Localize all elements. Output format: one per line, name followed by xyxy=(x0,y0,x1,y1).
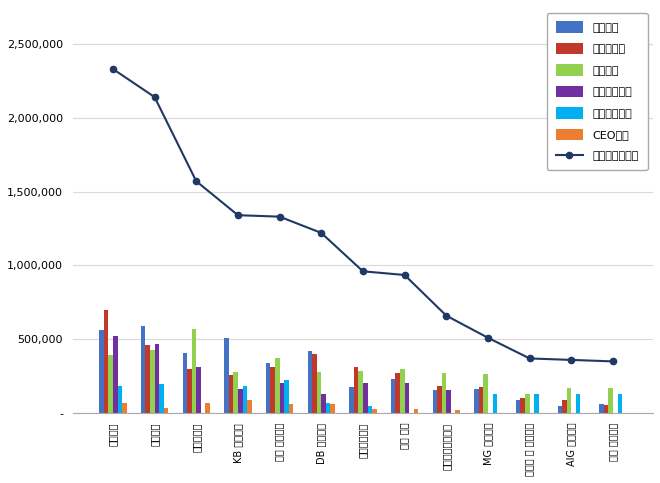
Bar xyxy=(516,400,521,413)
Bar xyxy=(205,403,210,413)
Bar xyxy=(104,310,108,413)
브랜드평판지수 xyxy=(609,358,617,364)
Bar xyxy=(122,403,127,413)
Bar xyxy=(150,350,154,413)
Bar xyxy=(164,408,168,413)
Bar xyxy=(478,387,483,413)
Bar xyxy=(525,394,529,413)
브랜드평판지수 xyxy=(109,66,117,72)
브랜드평판지수 xyxy=(276,214,284,220)
Bar xyxy=(446,390,451,413)
Bar xyxy=(312,354,317,413)
Bar xyxy=(317,372,321,413)
Bar xyxy=(117,386,122,413)
Bar xyxy=(321,394,326,413)
Bar xyxy=(618,394,622,413)
Bar xyxy=(534,394,539,413)
Bar xyxy=(242,386,247,413)
Bar xyxy=(609,388,613,413)
Bar xyxy=(159,384,164,413)
Bar xyxy=(567,388,572,413)
브랜드평판지수 xyxy=(525,355,533,361)
Bar xyxy=(455,410,460,413)
Bar xyxy=(224,338,229,413)
Bar xyxy=(562,400,567,413)
Bar xyxy=(99,330,104,413)
Bar xyxy=(183,353,187,413)
Bar xyxy=(289,404,293,413)
Line: 브랜드평판지수: 브랜드평판지수 xyxy=(110,66,616,365)
Bar xyxy=(247,400,251,413)
Bar xyxy=(474,389,478,413)
Bar xyxy=(391,379,395,413)
Bar xyxy=(483,374,488,413)
Bar xyxy=(187,369,191,413)
Bar xyxy=(331,404,335,413)
Bar xyxy=(395,373,400,413)
Bar xyxy=(400,369,405,413)
브랜드평판지수 xyxy=(192,178,200,184)
Bar xyxy=(141,326,145,413)
Bar xyxy=(234,372,238,413)
Legend: 참여지수, 미디어지수, 소통지수, 커뮤니티지수, 사회공헌지수, CEO지수, 브랜드평판지수: 참여지수, 미디어지수, 소통지수, 커뮤니티지수, 사회공헌지수, CEO지수… xyxy=(546,13,647,170)
Bar xyxy=(113,336,117,413)
Bar xyxy=(284,380,289,413)
Bar xyxy=(354,367,358,413)
Bar xyxy=(229,375,234,413)
브랜드평판지수 xyxy=(568,357,576,363)
Bar xyxy=(414,409,418,413)
브랜드평판지수 xyxy=(442,313,450,318)
Bar xyxy=(492,394,497,413)
브랜드평판지수 xyxy=(401,272,409,278)
Bar xyxy=(358,371,363,413)
Bar xyxy=(196,367,201,413)
Bar xyxy=(576,394,580,413)
Bar xyxy=(108,355,113,413)
브랜드평판지수 xyxy=(234,213,242,218)
Bar xyxy=(280,383,284,413)
브랜드평판지수 xyxy=(317,230,325,236)
Bar xyxy=(363,383,368,413)
브랜드평판지수 xyxy=(359,269,367,274)
Bar xyxy=(266,363,271,413)
Bar xyxy=(326,403,331,413)
Bar xyxy=(191,329,196,413)
브랜드평판지수 xyxy=(484,335,492,341)
Bar xyxy=(442,373,446,413)
Bar xyxy=(154,344,159,413)
Bar xyxy=(368,406,372,413)
Bar xyxy=(372,409,377,413)
Bar xyxy=(432,390,437,413)
Bar xyxy=(145,345,150,413)
Bar xyxy=(405,383,409,413)
Bar xyxy=(275,358,280,413)
Bar xyxy=(271,367,275,413)
브랜드평판지수 xyxy=(150,94,158,100)
Bar xyxy=(437,386,442,413)
Bar xyxy=(599,404,604,413)
Bar xyxy=(521,398,525,413)
Bar xyxy=(604,405,609,413)
Bar xyxy=(558,406,562,413)
Bar xyxy=(308,351,312,413)
Bar xyxy=(238,389,242,413)
Bar xyxy=(349,387,354,413)
